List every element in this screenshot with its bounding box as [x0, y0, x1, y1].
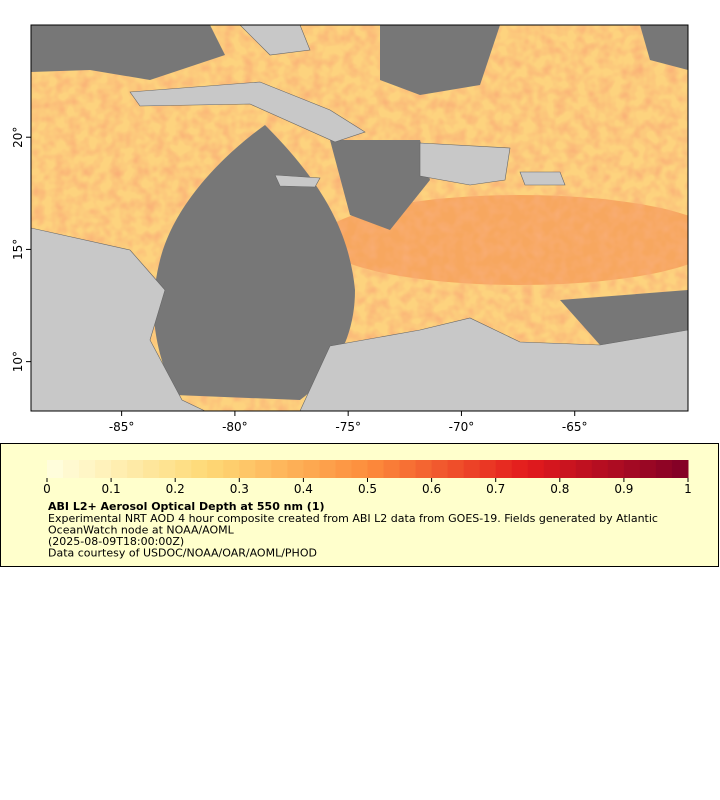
x-tick-label: -70°	[449, 420, 475, 434]
x-tick-label: -65°	[562, 420, 588, 434]
colorbar-tick-label: 0.9	[614, 482, 633, 496]
colorbar-swatch	[527, 460, 545, 478]
colorbar-swatch	[111, 460, 128, 478]
colorbar-swatch	[495, 460, 513, 478]
colorbar-swatch	[271, 460, 288, 478]
legend-line: (2025-08-09T18:00:00Z)	[48, 535, 184, 548]
colorbar-swatch	[383, 460, 401, 478]
colorbar-tick-label: 0.7	[486, 482, 505, 496]
legend-line: OceanWatch node at NOAA/AOML	[48, 524, 235, 537]
colorbar-tick-label: 0.5	[358, 482, 377, 496]
y-tick-label: 15°	[11, 239, 25, 260]
colorbar-swatch	[671, 460, 689, 478]
colorbar-swatch	[127, 460, 144, 478]
x-tick-label: -75°	[335, 420, 361, 434]
colorbar-tick-label: 0.8	[550, 482, 569, 496]
colorbar: 0 0.1 0.2 0.3 0.4 0.5 0.6 0.7 0.8 0.9 1	[43, 460, 692, 496]
colorbar-tick-label: 1	[684, 482, 692, 496]
colorbar-swatch	[239, 460, 256, 478]
colorbar-swatch	[287, 460, 304, 478]
colorbar-swatch	[479, 460, 497, 478]
colorbar-swatch	[223, 460, 240, 478]
colorbar-swatch	[511, 460, 529, 478]
colorbar-swatch	[639, 460, 657, 478]
colorbar-swatch	[575, 460, 593, 478]
colorbar-tick-label: 0	[43, 482, 51, 496]
colorbar-swatch	[351, 460, 368, 478]
colorbar-swatch	[367, 460, 385, 478]
colorbar-tick-label: 0.2	[166, 482, 185, 496]
no-data	[31, 25, 688, 400]
colorbar-swatch	[463, 460, 481, 478]
colorbar-swatch	[335, 460, 352, 478]
colorbar-swatch	[159, 460, 176, 478]
plot-frame	[30, 24, 689, 412]
colorbar-swatch	[63, 460, 80, 478]
colorbar-swatch	[415, 460, 433, 478]
colorbar-swatch	[95, 460, 112, 478]
colorbar-swatch	[175, 460, 192, 478]
colorbar-swatch	[607, 460, 625, 478]
y-tick-label: 10°	[11, 351, 25, 372]
legend-line: Experimental NRT AOD 4 hour composite cr…	[48, 512, 658, 525]
colorbar-swatch	[255, 460, 272, 478]
colorbar-swatch	[591, 460, 609, 478]
x-tick-label: -85°	[109, 420, 135, 434]
map	[31, 25, 688, 411]
y-tick-label: 20°	[11, 127, 25, 148]
colorbar-swatch	[143, 460, 160, 478]
colorbar-swatch	[655, 460, 673, 478]
colorbar-swatch	[559, 460, 577, 478]
colorbar-tick-label: 0.3	[230, 482, 249, 496]
legend-title: ABI L2+ Aerosol Optical Depth at 550 nm …	[48, 500, 325, 513]
legend-line: Data courtesy of USDOC/NOAA/OAR/AOML/PHO…	[48, 547, 317, 560]
colorbar-tick-label: 0.4	[294, 482, 313, 496]
colorbar-swatch	[447, 460, 465, 478]
colorbar-swatch	[303, 460, 320, 478]
colorbar-swatch	[431, 460, 449, 478]
colorbar-swatch	[623, 460, 641, 478]
colorbar-swatch	[207, 460, 224, 478]
colorbar-swatch	[191, 460, 208, 478]
colorbar-swatch	[543, 460, 561, 478]
colorbar-swatch	[47, 460, 64, 478]
x-tick-label: -80°	[222, 420, 248, 434]
land	[31, 25, 688, 411]
colorbar-swatch	[79, 460, 96, 478]
colorbar-swatch	[399, 460, 417, 478]
colorbar-tick-label: 0.1	[102, 482, 121, 496]
colorbar-tick-label: 0.6	[422, 482, 441, 496]
colorbar-swatch	[319, 460, 336, 478]
